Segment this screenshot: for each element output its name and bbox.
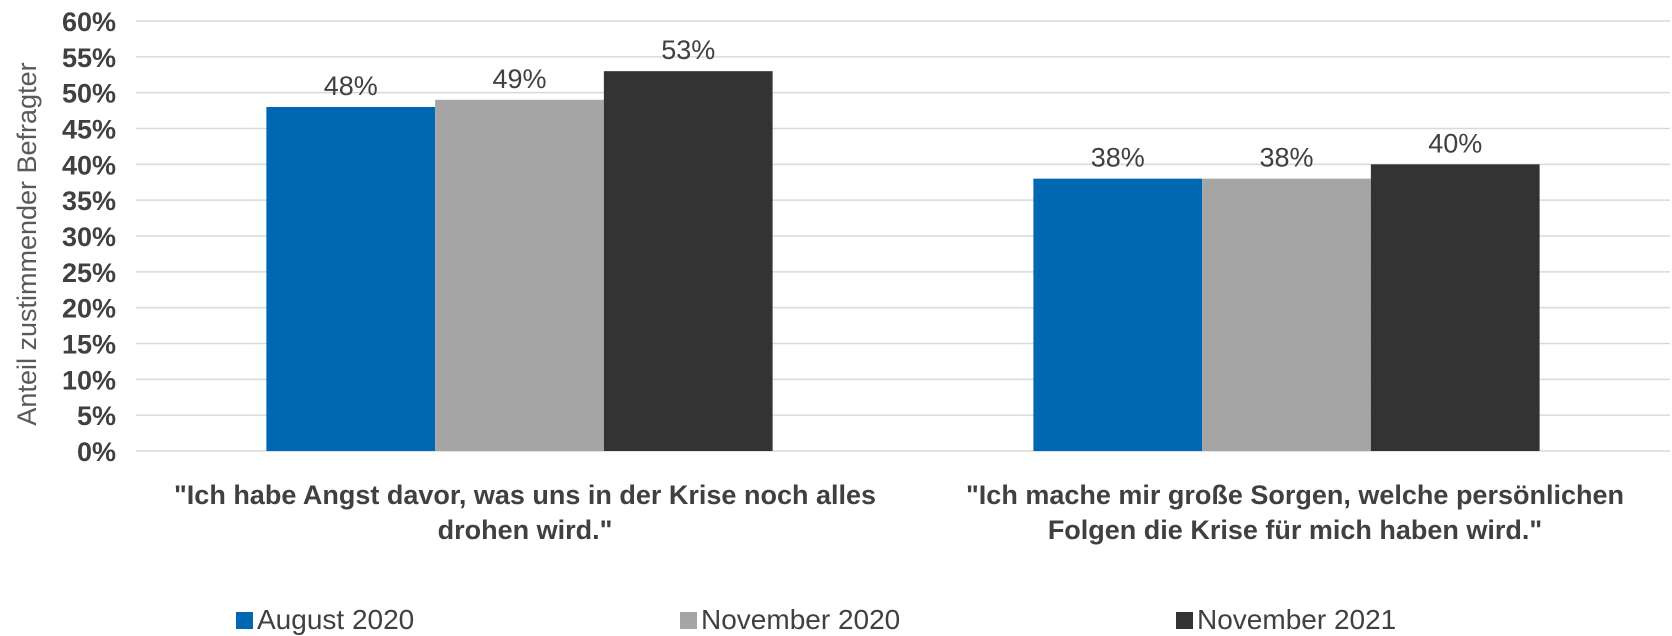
bar (1370, 164, 1540, 452)
legend-label: August 2020 (257, 604, 415, 635)
y-tick-label: 0% (77, 437, 116, 467)
bar (1033, 178, 1203, 451)
y-tick-label: 55% (62, 43, 116, 73)
category-label-1: "Ich habe Angst davor, was uns in der Kr… (174, 480, 876, 545)
legend-item-november-2020: November 2020 (680, 604, 900, 636)
y-tick-label: 30% (62, 222, 116, 252)
legend-label: November 2020 (701, 604, 901, 635)
y-axis-label: Anteil zustimmender Befragter (12, 62, 42, 425)
y-tick-label: 20% (62, 294, 116, 324)
y-tick-label: 50% (62, 79, 116, 109)
bars (266, 71, 1540, 452)
data-label: 38% (1091, 143, 1145, 173)
bar (435, 99, 604, 451)
legend-swatch-icon (680, 611, 697, 629)
y-tick-label: 15% (62, 330, 116, 360)
data-label: 48% (324, 71, 378, 101)
y-tick-label: 25% (62, 258, 116, 288)
data-label: 53% (661, 35, 715, 65)
data-labels: 48% 38% 49% 38% 53% 40% (324, 35, 1483, 173)
data-label: 40% (1428, 128, 1482, 158)
legend-label: November 2021 (1197, 604, 1397, 635)
y-tick-label: 60% (62, 7, 116, 37)
y-tick-label: 45% (62, 115, 116, 145)
legend-item-november-2021: November 2021 (1176, 604, 1396, 636)
y-tick-label: 5% (77, 401, 116, 431)
bar (603, 71, 773, 452)
y-tick-label: 10% (62, 365, 116, 395)
category-label-2: "Ich mache mir große Sorgen, welche pers… (966, 480, 1624, 545)
legend-swatch-icon (1176, 611, 1193, 629)
chart-svg: 0% 5% 10% 15% 20% 25% 30% 35% 40% 45% 50% 55% 60% 48… (12, 7, 1670, 467)
legend-swatch-icon (236, 611, 253, 629)
data-label: 38% (1259, 143, 1313, 173)
bar (1202, 178, 1371, 451)
y-tick-label: 40% (62, 150, 116, 180)
legend-item-august-2020: August 2020 (236, 604, 414, 636)
bar (266, 107, 436, 451)
y-tick-labels: 0% 5% 10% 15% 20% 25% 30% 35% 40% 45% 50% 55% 60% (62, 7, 116, 467)
data-label: 49% (492, 64, 546, 94)
legend: August 2020 November 2020 November 2021 (0, 604, 1672, 636)
y-tick-label: 35% (62, 186, 116, 216)
